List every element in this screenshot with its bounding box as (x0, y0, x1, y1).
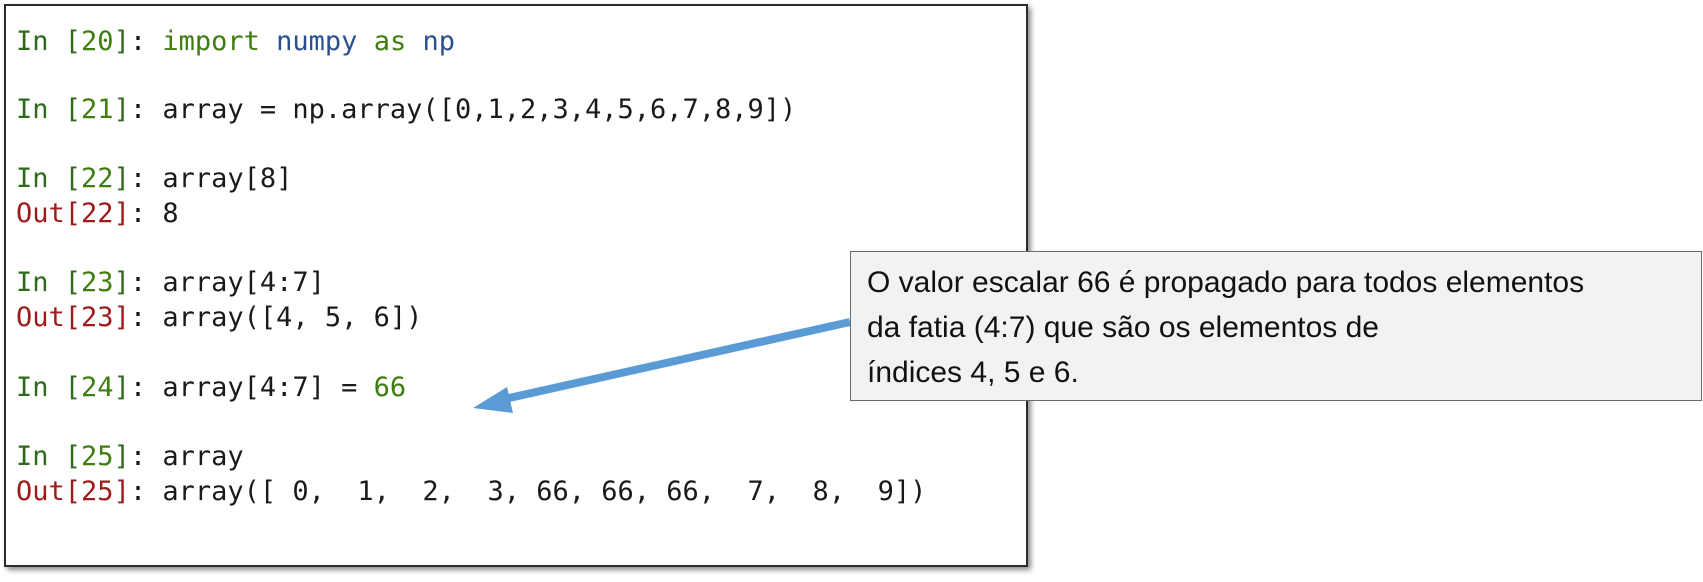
console-line-in-21: In [21]: array = np.array([0,1,2,3,4,5,6… (16, 94, 797, 125)
callout-line-1: O valor escalar 66 é propagado para todo… (867, 266, 1585, 299)
prompt-number: 22 (81, 198, 114, 229)
code-text: array[4:7] (162, 267, 325, 298)
console-line-in-24: In [24]: array[4:7] = 66 (16, 372, 407, 403)
output-text: 8 (162, 198, 179, 229)
output-text: array([4, 5, 6]) (162, 302, 423, 333)
prompt-number: 23 (81, 267, 114, 298)
scalar-literal: 66 (373, 372, 407, 403)
in-prompt-label: In (16, 441, 49, 472)
out-prompt-label: Out (16, 302, 65, 333)
prompt-number: 23 (81, 302, 114, 333)
prompt-number: 25 (81, 476, 114, 507)
prompt-number: 20 (81, 26, 114, 57)
console-line-in-25: In [25]: array (16, 441, 244, 472)
alias-name: np (422, 26, 455, 57)
callout-line-2: da fatia (4:7) que são os elementos de (867, 311, 1379, 344)
import-keyword: import (162, 26, 260, 57)
in-prompt-label: In (16, 372, 49, 403)
in-prompt-label: In (16, 26, 49, 57)
console-line-in-22: In [22]: array[8] (16, 163, 293, 194)
in-prompt-label: In (16, 94, 49, 125)
out-prompt-label: Out (16, 476, 65, 507)
prompt-number: 24 (81, 372, 114, 403)
console-line-in-20: In [20]: import numpy as np (16, 26, 455, 57)
callout-line-3: índices 4, 5 e 6. (867, 356, 1079, 389)
output-text: array([ 0, 1, 2, 3, 66, 66, 66, 7, 8, 9]… (162, 476, 927, 507)
in-prompt-label: In (16, 267, 49, 298)
callout-box: O valor escalar 66 é propagado para todo… (850, 251, 1702, 401)
code-text: array (162, 441, 244, 472)
out-prompt-label: Out (16, 198, 65, 229)
in-prompt-label: In (16, 163, 49, 194)
code-text: array[4:7] = (162, 372, 374, 403)
arrow-shaft (499, 318, 851, 404)
as-keyword: as (373, 26, 407, 57)
module-name: numpy (276, 26, 358, 57)
prompt-number: 22 (81, 163, 114, 194)
console-line-out-23: Out[23]: array([4, 5, 6]) (16, 302, 423, 333)
code-text: array[8] (162, 163, 293, 194)
prompt-number: 21 (81, 94, 114, 125)
arrowhead-icon (473, 387, 513, 413)
console-line-in-23: In [23]: array[4:7] (16, 267, 325, 298)
console-line-out-25: Out[25]: array([ 0, 1, 2, 3, 66, 66, 66,… (16, 476, 927, 507)
code-text: array = np.array([0,1,2,3,4,5,6,7,8,9]) (162, 94, 797, 125)
prompt-number: 25 (81, 441, 114, 472)
console-line-out-22: Out[22]: 8 (16, 198, 179, 229)
